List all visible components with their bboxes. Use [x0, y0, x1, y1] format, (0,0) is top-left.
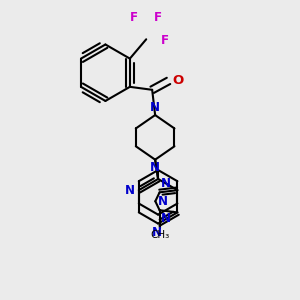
Text: F: F: [130, 11, 138, 24]
Text: N: N: [161, 212, 171, 225]
Text: N: N: [158, 195, 168, 208]
Text: F: F: [154, 11, 162, 24]
Text: F: F: [161, 34, 169, 47]
Text: O: O: [172, 74, 183, 87]
Text: CH₃: CH₃: [150, 230, 169, 240]
Text: N: N: [125, 184, 135, 196]
Text: N: N: [150, 160, 160, 174]
Text: N: N: [161, 177, 171, 190]
Text: N: N: [150, 101, 160, 115]
Text: N: N: [152, 226, 162, 239]
